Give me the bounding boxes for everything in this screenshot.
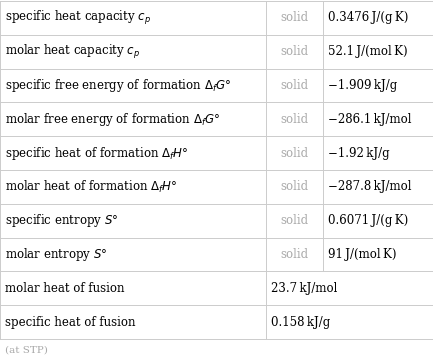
Text: molar heat of formation $\Delta_f H°$: molar heat of formation $\Delta_f H°$ bbox=[5, 179, 178, 195]
Text: −286.1 kJ/mol: −286.1 kJ/mol bbox=[329, 113, 412, 126]
Text: solid: solid bbox=[281, 147, 309, 160]
Text: solid: solid bbox=[281, 248, 309, 261]
Text: −1.92 kJ/g: −1.92 kJ/g bbox=[329, 147, 390, 160]
Text: 52.1 J/(mol K): 52.1 J/(mol K) bbox=[329, 45, 408, 58]
Text: molar free energy of formation $\Delta_f G°$: molar free energy of formation $\Delta_f… bbox=[5, 111, 220, 128]
Text: solid: solid bbox=[281, 113, 309, 126]
Text: specific heat of formation $\Delta_f H°$: specific heat of formation $\Delta_f H°$ bbox=[5, 145, 188, 162]
Text: 0.3476 J/(g K): 0.3476 J/(g K) bbox=[329, 12, 409, 25]
Text: molar heat capacity $c_p$: molar heat capacity $c_p$ bbox=[5, 43, 140, 61]
Text: 0.158 kJ/g: 0.158 kJ/g bbox=[271, 316, 330, 329]
Text: 91 J/(mol K): 91 J/(mol K) bbox=[329, 248, 397, 261]
Text: molar heat of fusion: molar heat of fusion bbox=[5, 282, 125, 295]
Text: solid: solid bbox=[281, 45, 309, 58]
Text: specific heat of fusion: specific heat of fusion bbox=[5, 316, 136, 329]
Text: 0.6071 J/(g K): 0.6071 J/(g K) bbox=[329, 214, 409, 227]
Text: specific entropy $S°$: specific entropy $S°$ bbox=[5, 212, 118, 229]
Text: solid: solid bbox=[281, 180, 309, 193]
Text: (at STP): (at STP) bbox=[5, 345, 48, 355]
Text: −1.909 kJ/g: −1.909 kJ/g bbox=[329, 79, 397, 92]
Text: 23.7 kJ/mol: 23.7 kJ/mol bbox=[271, 282, 337, 295]
Text: solid: solid bbox=[281, 79, 309, 92]
Text: solid: solid bbox=[281, 214, 309, 227]
Text: −287.8 kJ/mol: −287.8 kJ/mol bbox=[329, 180, 412, 193]
Text: solid: solid bbox=[281, 12, 309, 25]
Text: specific heat capacity $c_p$: specific heat capacity $c_p$ bbox=[5, 9, 151, 27]
Text: specific free energy of formation $\Delta_f G°$: specific free energy of formation $\Delt… bbox=[5, 77, 231, 94]
Text: molar entropy $S°$: molar entropy $S°$ bbox=[5, 246, 107, 263]
